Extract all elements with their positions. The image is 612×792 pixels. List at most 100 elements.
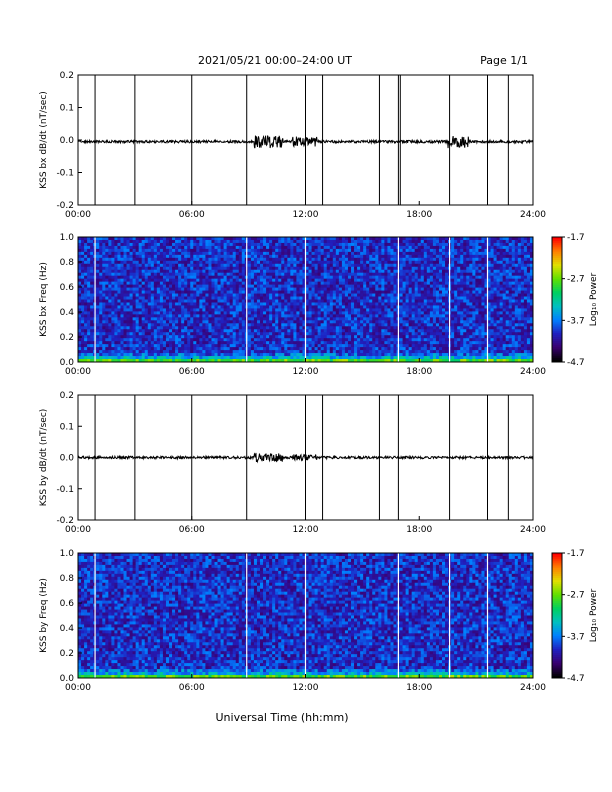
heatmap-cell (266, 242, 270, 247)
heatmap-cell (466, 251, 470, 256)
heatmap-cell (305, 284, 309, 288)
heatmap-cell (523, 257, 528, 262)
heatmap-cell (181, 296, 185, 300)
heatmap-cell (241, 239, 246, 244)
heatmap-cell (156, 248, 161, 253)
heatmap-cell (442, 272, 446, 277)
heatmap-cell (445, 284, 449, 288)
heatmap-cell (205, 287, 209, 291)
heatmap-cell (302, 263, 306, 268)
heatmap-cell (475, 299, 479, 303)
heatmap-cell (420, 239, 425, 244)
heatmap-cell (351, 254, 355, 259)
heatmap-cell (481, 302, 485, 306)
heatmap-cell (211, 278, 215, 283)
heatmap-cell (451, 302, 455, 306)
heatmap-cell (341, 329, 346, 333)
heatmap-cell (329, 302, 334, 306)
heatmap-cell (232, 248, 237, 253)
heatmap-cell (329, 281, 334, 286)
heatmap-cell (156, 272, 161, 277)
heatmap-cell (502, 293, 507, 297)
heatmap-cell (317, 326, 322, 330)
heatmap-cell (357, 320, 361, 324)
heatmap-cell (150, 251, 155, 256)
heatmap-cell (323, 263, 328, 268)
heatmap-cell (423, 281, 428, 286)
heatmap-cell (369, 305, 373, 309)
heatmap-cell (499, 317, 504, 321)
heatmap-cell (402, 284, 406, 288)
heatmap-cell (387, 311, 391, 315)
heatmap-cell (363, 263, 367, 268)
heatmap-cell (111, 248, 115, 253)
heatmap-cell (423, 242, 428, 247)
heatmap-cell (508, 317, 513, 321)
heatmap-cell (165, 311, 170, 315)
heatmap-cell (169, 302, 173, 306)
heatmap-cell (296, 284, 300, 288)
heatmap-cell (317, 293, 322, 297)
heatmap-cell (326, 269, 331, 274)
heatmap-cell (354, 317, 358, 321)
heatmap-cell (241, 281, 246, 286)
heatmap-cell (299, 323, 303, 327)
heatmap-cell (529, 245, 534, 250)
heatmap-cell (211, 239, 215, 244)
heatmap-cell (341, 320, 346, 324)
heatmap-cell (169, 239, 173, 244)
heatmap-cell (408, 329, 413, 333)
heatmap-cell (90, 278, 94, 283)
heatmap-cell (314, 302, 319, 306)
heatmap-cell (475, 237, 479, 241)
heatmap-cell (235, 257, 240, 262)
heatmap-cell (150, 299, 155, 303)
heatmap-cell (381, 308, 385, 312)
heatmap-cell (299, 320, 303, 324)
heatmap-cell (253, 237, 258, 241)
heatmap-cell (529, 320, 534, 324)
heatmap-cell (387, 263, 391, 268)
heatmap-cell (341, 287, 346, 291)
heatmap-cell (326, 308, 331, 312)
heatmap-cell (235, 293, 240, 297)
heatmap-cell (205, 317, 209, 321)
heatmap-cell (378, 281, 382, 286)
heatmap-cell (208, 299, 212, 303)
heatmap-cell (241, 287, 246, 291)
heatmap-cell (275, 317, 279, 321)
heatmap-cell (526, 260, 531, 265)
heatmap-cell (523, 237, 528, 241)
heatmap-cell (308, 272, 312, 277)
heatmap-cell (493, 332, 497, 336)
heatmap-cell (123, 308, 127, 312)
heatmap-cell (429, 263, 434, 268)
heatmap-cell (523, 242, 528, 247)
heatmap-cell (147, 308, 152, 312)
heatmap-cell (520, 323, 525, 327)
heatmap-cell (184, 284, 188, 288)
heatmap-cell (496, 245, 501, 250)
heatmap-cell (156, 290, 161, 294)
heatmap-cell (472, 248, 476, 253)
heatmap-cell (311, 329, 315, 333)
heatmap-cell (272, 290, 276, 294)
heatmap-cell (490, 287, 494, 291)
heatmap-cell (363, 260, 367, 265)
heatmap-cell (320, 317, 325, 321)
heatmap-cell (87, 260, 91, 265)
heatmap-cell (159, 314, 164, 318)
heatmap-cell (460, 287, 464, 291)
plot-frame (77, 74, 534, 206)
heatmap-cell (102, 272, 106, 277)
heatmap-cell (314, 311, 319, 315)
heatmap-cell (90, 320, 94, 324)
heatmap-cell (357, 248, 361, 253)
heatmap-cell (217, 269, 221, 274)
heatmap-cell (390, 287, 394, 291)
heatmap-cell (460, 302, 464, 306)
heatmap-cell (153, 278, 158, 283)
heatmap-cell (505, 239, 510, 244)
heatmap-cell (438, 317, 443, 321)
heatmap-cell (132, 254, 137, 259)
